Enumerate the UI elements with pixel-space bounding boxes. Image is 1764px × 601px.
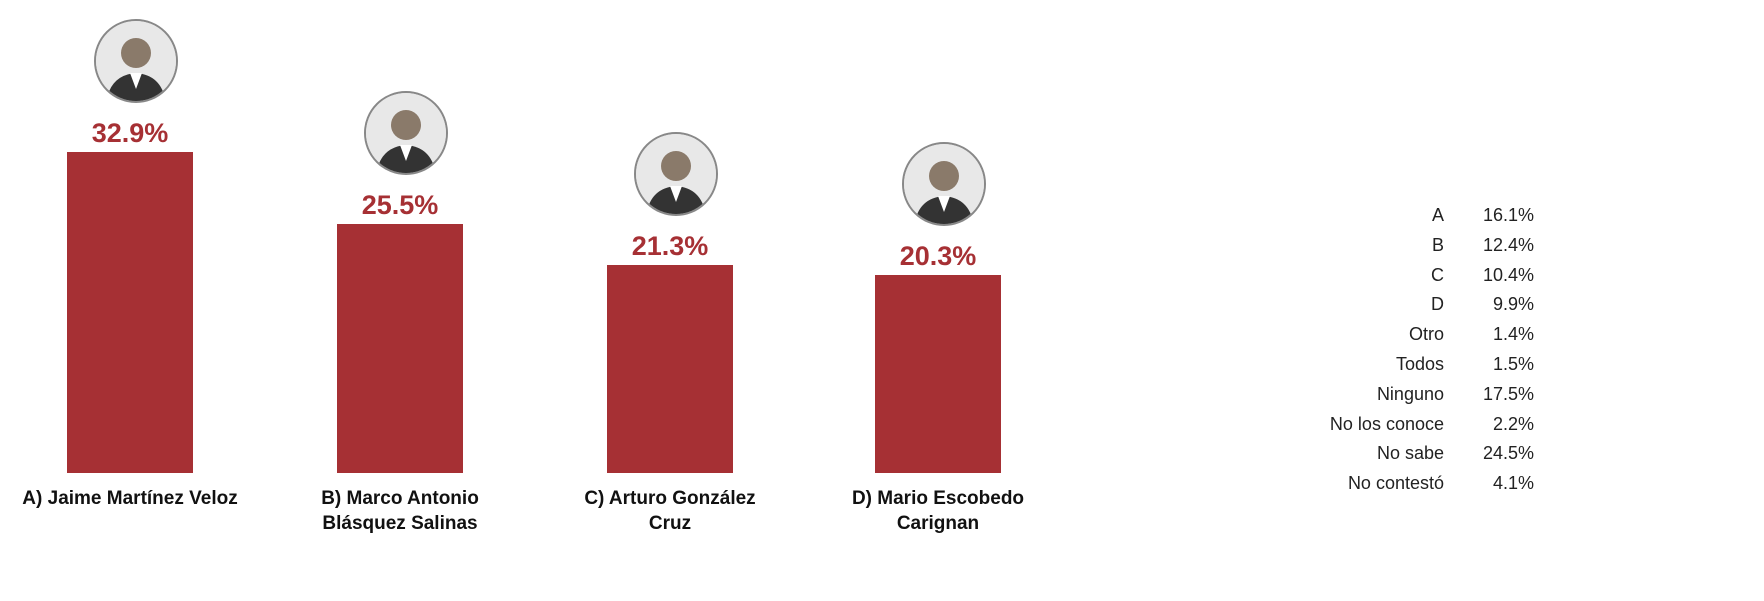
bar	[67, 152, 193, 473]
table-row: Ninguno 17.5%	[1300, 384, 1540, 408]
bar	[337, 224, 463, 473]
value-label: 20.3%	[838, 241, 1038, 272]
row-label: No los conoce	[1330, 414, 1444, 435]
row-label: A	[1432, 205, 1444, 226]
row-value: 16.1%	[1483, 205, 1534, 226]
category-label: C) Arturo González Cruz	[570, 486, 770, 536]
row-label: C	[1431, 265, 1444, 286]
value-label: 21.3%	[570, 231, 770, 262]
candidate-photo	[634, 132, 718, 216]
row-value: 12.4%	[1483, 235, 1534, 256]
row-value: 17.5%	[1483, 384, 1534, 405]
candidate-photo	[364, 91, 448, 175]
table-row: No los conoce 2.2%	[1300, 414, 1540, 438]
row-value: 10.4%	[1483, 265, 1534, 286]
row-value: 1.4%	[1493, 324, 1534, 345]
row-label: No sabe	[1377, 443, 1444, 464]
row-label: B	[1432, 235, 1444, 256]
row-label: No contestó	[1348, 473, 1444, 494]
value-label: 25.5%	[300, 190, 500, 221]
category-label: B) Marco Antonio Blásquez Salinas	[300, 486, 500, 536]
value-label: 32.9%	[30, 118, 230, 149]
row-label: D	[1431, 294, 1444, 315]
table-row: D 9.9%	[1300, 294, 1540, 318]
table-row: No contestó 4.1%	[1300, 473, 1540, 497]
row-value: 4.1%	[1493, 473, 1534, 494]
row-value: 2.2%	[1493, 414, 1534, 435]
row-label: Todos	[1396, 354, 1444, 375]
row-label: Otro	[1409, 324, 1444, 345]
chart: 32.9% A) Jaime Martínez Veloz 25.5% B) Marc…	[0, 0, 1764, 601]
candidate-photo	[902, 142, 986, 226]
bar	[607, 265, 733, 473]
table-row: Todos 1.5%	[1300, 354, 1540, 378]
row-value: 9.9%	[1493, 294, 1534, 315]
category-label: A) Jaime Martínez Veloz	[0, 486, 270, 511]
row-value: 1.5%	[1493, 354, 1534, 375]
table-row: No sabe 24.5%	[1300, 443, 1540, 467]
table-row: A 16.1%	[1300, 205, 1540, 229]
row-value: 24.5%	[1483, 443, 1534, 464]
category-label: D) Mario Escobedo Carignan	[838, 486, 1038, 536]
table-row: Otro 1.4%	[1300, 324, 1540, 348]
table-row: B 12.4%	[1300, 235, 1540, 259]
table-row: C 10.4%	[1300, 265, 1540, 289]
candidate-photo	[94, 19, 178, 103]
row-label: Ninguno	[1377, 384, 1444, 405]
bar	[875, 275, 1001, 473]
